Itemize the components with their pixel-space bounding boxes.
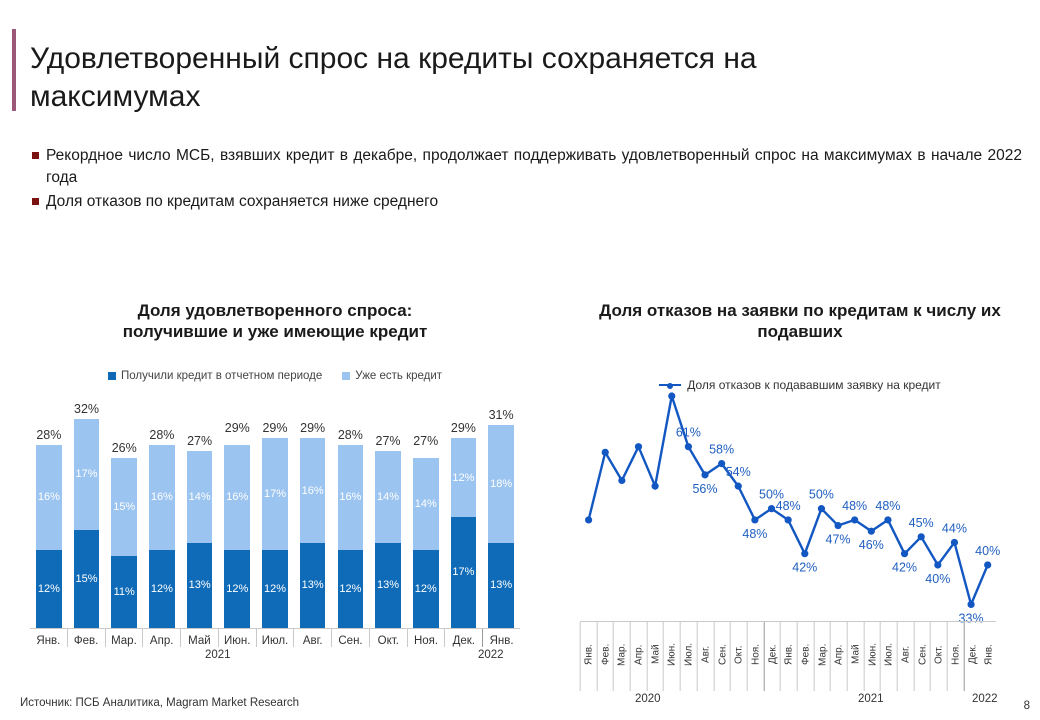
svg-text:54%: 54% [726, 465, 751, 479]
svg-text:48%: 48% [875, 499, 900, 513]
svg-text:45%: 45% [909, 516, 934, 530]
svg-text:48%: 48% [742, 527, 767, 541]
svg-text:42%: 42% [792, 561, 817, 575]
svg-text:42%: 42% [892, 561, 917, 575]
svg-text:47%: 47% [826, 533, 851, 547]
svg-text:46%: 46% [859, 538, 884, 552]
svg-text:56%: 56% [692, 482, 717, 496]
svg-text:40%: 40% [975, 544, 1000, 558]
svg-text:58%: 58% [709, 443, 734, 457]
svg-text:40%: 40% [925, 572, 950, 586]
svg-text:48%: 48% [776, 499, 801, 513]
svg-text:44%: 44% [942, 521, 967, 535]
svg-text:48%: 48% [842, 499, 867, 513]
svg-text:50%: 50% [809, 488, 834, 502]
svg-text:61%: 61% [676, 426, 701, 440]
